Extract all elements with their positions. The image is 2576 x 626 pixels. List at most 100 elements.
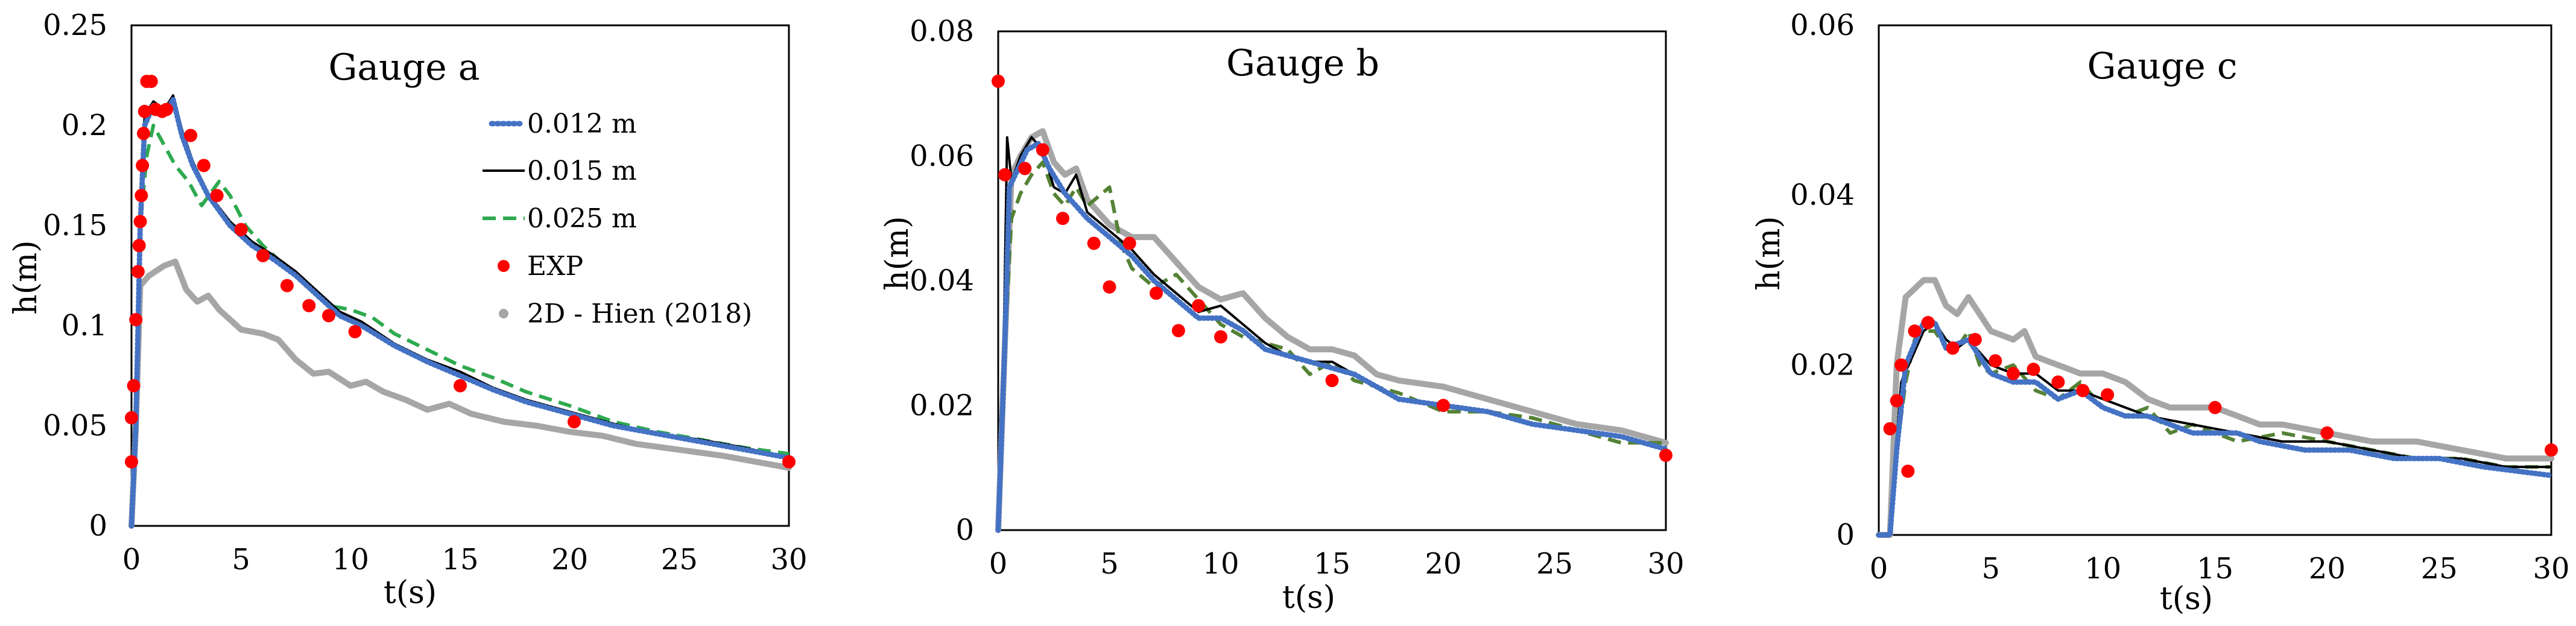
- y-tick-label: 0.06: [910, 139, 974, 173]
- exp-data-point: [129, 313, 143, 327]
- x-tick-label: 10: [2084, 552, 2121, 586]
- exp-data-point: [1946, 341, 1960, 355]
- exp-data-point: [1325, 373, 1339, 387]
- series-0-012-m: [995, 141, 1669, 533]
- exp-data-point: [1103, 280, 1116, 294]
- legend-item-0025m: 0.025 m: [483, 203, 637, 234]
- x-tick-label: 0: [1870, 552, 1888, 586]
- exp-data-point: [1149, 286, 1163, 300]
- exp-data-point: [2051, 375, 2065, 389]
- x-tick-label: 25: [2421, 552, 2458, 586]
- exp-data-point: [1921, 315, 1935, 329]
- plot-frame-gauge-a: [130, 24, 790, 527]
- series-0-015-m: [1879, 321, 2551, 536]
- exp-data-point: [160, 103, 174, 116]
- series-exp: [1883, 315, 2558, 478]
- y-axis-label-gauge-a: h(m): [8, 240, 44, 314]
- series-exp: [992, 74, 1673, 462]
- exp-data-point: [322, 309, 335, 323]
- y-tick-label: 0.15: [43, 209, 107, 242]
- exp-data-point: [348, 324, 362, 338]
- exp-data-point: [256, 248, 270, 262]
- exp-data-point: [144, 74, 158, 88]
- x-tick-label: 25: [661, 543, 698, 577]
- x-tick-label: 25: [1536, 547, 1573, 581]
- legend-label: 2D - Hien (2018): [527, 299, 752, 329]
- exp-data-point: [1122, 236, 1136, 250]
- exp-data-point: [1192, 299, 1206, 312]
- x-axis-label-gauge-b: t(s): [1282, 580, 1335, 616]
- exp-data-point: [2101, 388, 2115, 402]
- exp-data-point: [131, 265, 145, 279]
- x-tick-label: 30: [770, 543, 807, 577]
- exp-data-point: [2320, 426, 2334, 440]
- y-tick-label: 0.1: [62, 309, 107, 343]
- x-tick-label: 5: [1982, 552, 2001, 586]
- chart-panel-gauge-c: 0 5 10 15 20 25 30 0 0.02 0.04 0.06 Gauge c h(m) t…: [1751, 8, 2570, 617]
- exp-data-point: [2007, 367, 2020, 381]
- x-tick-label: 15: [2197, 552, 2233, 586]
- plot-area-gauge-a: 0 5 10 15 20 25 30 0 0.05 0.1 0.15 0.2 0.25: [43, 8, 807, 577]
- y-tick-label: 0.08: [910, 14, 974, 48]
- exp-data-point: [234, 223, 248, 236]
- exp-data-point: [1989, 354, 2002, 368]
- x-tick-label: 20: [551, 543, 588, 577]
- legend-label: 0.015 m: [527, 156, 637, 186]
- series-0-025-m: [996, 160, 1666, 531]
- exp-data-point: [125, 455, 138, 469]
- x-tick-label: 5: [1100, 547, 1119, 581]
- chart-title-gauge-a: Gauge a: [328, 46, 479, 89]
- x-tick-label: 5: [232, 543, 250, 577]
- exp-data-point: [2076, 384, 2090, 397]
- exp-data-point: [2545, 443, 2558, 457]
- legend-item-0012m: 0.012 m: [489, 109, 637, 139]
- x-tick-label: 10: [1202, 547, 1239, 581]
- exp-data-point: [134, 189, 148, 203]
- x-tick-label: 15: [1314, 547, 1350, 581]
- exp-data-point: [197, 159, 210, 172]
- y-tick-label: 0.2: [62, 109, 107, 142]
- x-tick-label: 30: [2533, 552, 2569, 586]
- exp-data-point: [1056, 212, 1070, 226]
- legend-item-0015m: 0.015 m: [483, 156, 637, 186]
- exp-data-point: [136, 159, 150, 172]
- exp-data-point: [1018, 162, 1032, 175]
- exp-data-point: [127, 379, 141, 393]
- x-tick-label: 15: [441, 543, 478, 577]
- exp-data-point: [1890, 394, 1904, 408]
- exp-data-point: [1171, 324, 1185, 338]
- y-tick-label: 0: [89, 509, 107, 543]
- x-tick-label: 20: [2309, 552, 2346, 586]
- exp-data-point: [2208, 400, 2222, 414]
- legend-label: 0.012 m: [527, 109, 637, 139]
- y-axis-label-gauge-b: h(m): [879, 216, 916, 290]
- legend-item-2d-hien-2018: 2D - Hien (2018): [499, 299, 752, 329]
- y-tick-label: 0.25: [43, 8, 107, 42]
- x-tick-label: 20: [1425, 547, 1461, 581]
- legend-item-exp: EXP: [498, 251, 583, 282]
- y-tick-label: 0.04: [1790, 179, 1855, 212]
- legend-swatch: [499, 309, 508, 318]
- y-tick-label: 0.05: [43, 409, 107, 443]
- exp-data-point: [138, 104, 151, 118]
- exp-data-point: [1894, 358, 1908, 372]
- exp-data-point: [133, 215, 147, 229]
- legend-label: 0.025 m: [527, 203, 637, 234]
- x-tick-label: 10: [332, 543, 369, 577]
- y-tick-label: 0: [1836, 518, 1855, 552]
- exp-data-point: [125, 411, 138, 425]
- exp-data-point: [1883, 422, 1897, 435]
- series-exp: [125, 74, 796, 469]
- chart-title-gauge-c: Gauge c: [2087, 45, 2238, 87]
- chart-title-gauge-b: Gauge b: [1226, 42, 1379, 84]
- y-tick-label: 0.04: [910, 264, 974, 298]
- x-tick-label: 0: [989, 547, 1008, 581]
- exp-data-point: [2027, 362, 2040, 376]
- exp-data-point: [184, 128, 198, 142]
- x-tick-label: 30: [1647, 547, 1684, 581]
- legend: 0.012 m 0.015 m 0.025 m EXP 2D - Hien (2…: [483, 109, 752, 329]
- y-tick-label: 0.02: [1790, 348, 1855, 382]
